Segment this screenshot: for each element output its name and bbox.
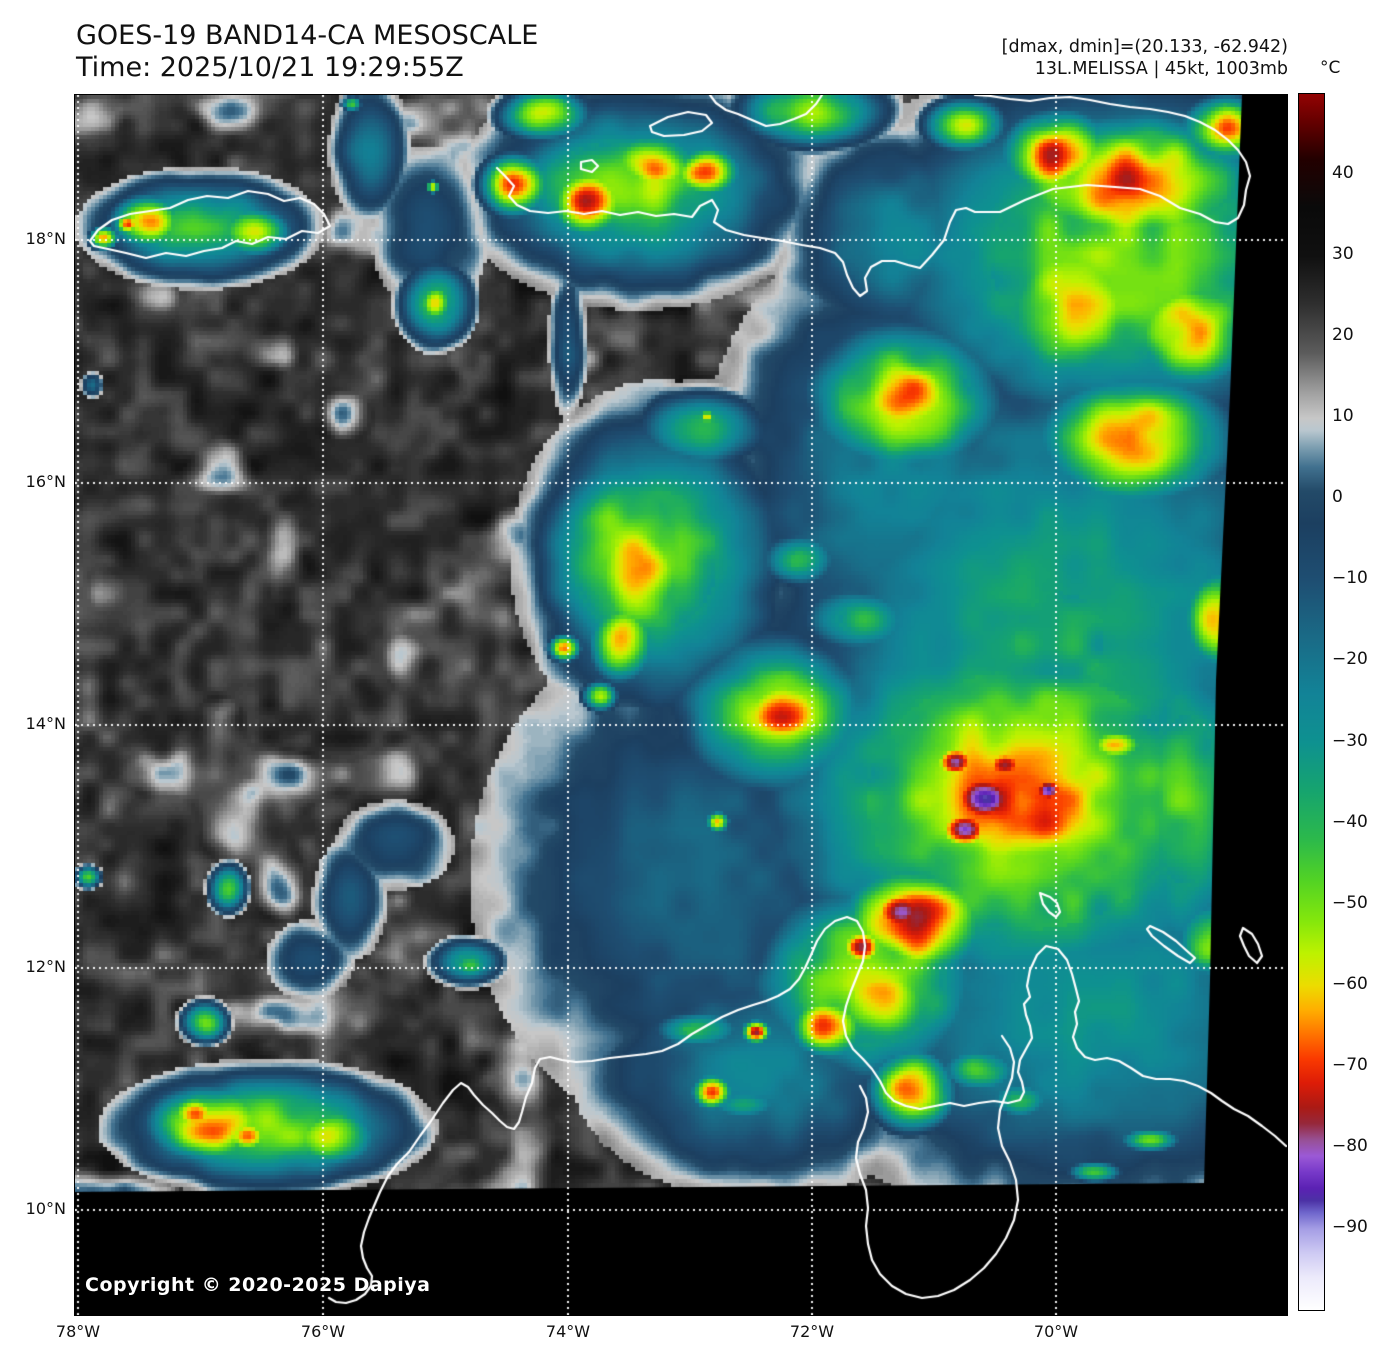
colorbar-unit-label: °C [1320, 58, 1341, 78]
page-title: GOES-19 BAND14-CA MESOSCALE [76, 20, 539, 51]
y-tick-label: 18°N [25, 229, 66, 248]
satellite-imagery-canvas[interactable] [75, 95, 1287, 1315]
colorbar-tick-label: −10 [1332, 568, 1368, 589]
x-tick-label: 74°W [545, 1322, 591, 1341]
y-tick-label: 16°N [25, 472, 66, 491]
x-tick-label: 76°W [300, 1322, 346, 1341]
y-tick-label: 12°N [25, 957, 66, 976]
colorbar-tick-label: 40 [1332, 163, 1354, 184]
colorbar-tick-label: 10 [1332, 406, 1354, 427]
map-plot-area[interactable]: Copyright © 2020-2025 Dapiya [75, 95, 1287, 1315]
y-tick-label: 14°N [25, 714, 66, 733]
copyright-watermark: Copyright © 2020-2025 Dapiya [85, 1274, 431, 1296]
colorbar-tick-label: 0 [1332, 487, 1343, 508]
colorbar-tick-label: 20 [1332, 325, 1354, 346]
colorbar-tick-label: −80 [1332, 1135, 1368, 1156]
colorbar-tick-label: −60 [1332, 973, 1368, 994]
timestamp: Time: 2025/10/21 19:29:55Z [76, 52, 464, 83]
x-tick-label: 78°W [55, 1322, 101, 1341]
x-tick-label: 70°W [1033, 1322, 1079, 1341]
colorbar-tick-label: −30 [1332, 730, 1368, 751]
colorbar-tick-label: 30 [1332, 244, 1354, 265]
colorbar-tick-label: −50 [1332, 892, 1368, 913]
y-tick-label: 10°N [25, 1199, 66, 1218]
temperature-colorbar [1298, 93, 1325, 1311]
colorbar-tick-label: −20 [1332, 649, 1368, 670]
colorbar-tick-label: −90 [1332, 1216, 1368, 1237]
storm-annotation: 13L.MELISSA | 45kt, 1003mb [1034, 59, 1288, 79]
colorbar-tick-label: −70 [1332, 1054, 1368, 1075]
x-tick-label: 72°W [789, 1322, 835, 1341]
data-range-annotation: [dmax, dmin]=(20.133, -62.942) [1001, 37, 1288, 57]
colorbar-tick-label: −40 [1332, 811, 1368, 832]
